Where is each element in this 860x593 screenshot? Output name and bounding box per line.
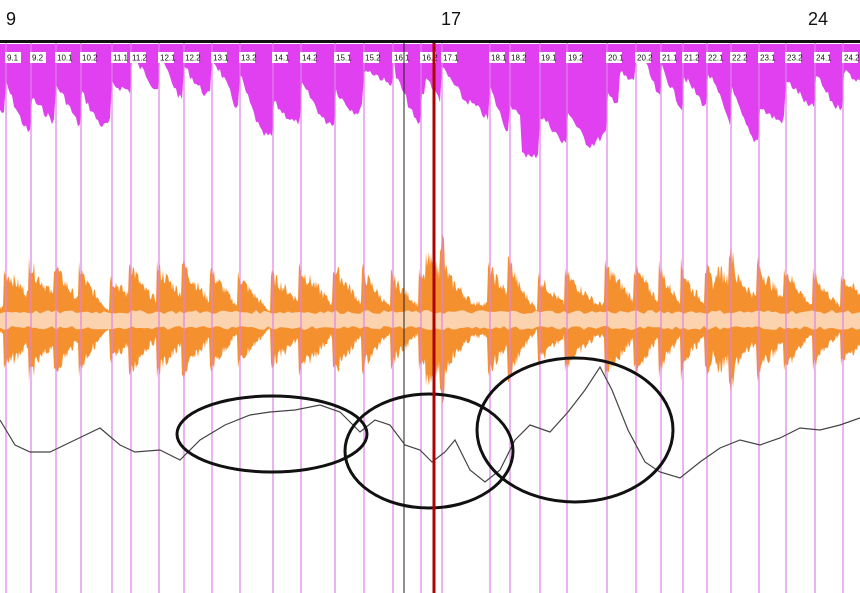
marker-label: 16.2 — [422, 54, 438, 63]
marker-label: 22.2 — [732, 54, 748, 63]
marker-label-bg — [334, 52, 350, 63]
marker-label: 24.1 — [816, 54, 832, 63]
bar-number-9: 9 — [6, 9, 17, 29]
marker-label-bg — [730, 52, 746, 63]
marker-label-bg — [660, 52, 676, 63]
marker-label: 15.1 — [336, 54, 352, 63]
highlight-ellipse — [343, 392, 515, 510]
marker-label: 21.1 — [662, 54, 678, 63]
marker-label: 15.2 — [365, 54, 381, 63]
marker-label-bg — [509, 52, 525, 63]
marker-label: 20.1 — [608, 54, 624, 63]
marker-label: 19.2 — [568, 54, 584, 63]
marker-label: 18.1 — [491, 54, 507, 63]
marker-label-bg — [785, 52, 801, 63]
marker-label: 13.1 — [213, 54, 229, 63]
highlight-ellipse — [475, 356, 675, 504]
marker-label-bg — [758, 52, 774, 63]
marker-label: 14.1 — [274, 54, 290, 63]
marker-label-bg — [111, 52, 127, 63]
marker-label: 13.2 — [241, 54, 257, 63]
marker-label-bg — [682, 52, 698, 63]
marker-label-bg — [80, 52, 96, 63]
marker-label-bg — [130, 52, 146, 63]
marker-label: 23.1 — [760, 54, 776, 63]
marker-label-bg — [30, 52, 46, 63]
marker-label: 24.2 — [844, 54, 860, 63]
marker-label: 21.2 — [684, 54, 700, 63]
marker-label-bg — [606, 52, 622, 63]
marker-label: 9.2 — [32, 54, 44, 63]
beat-markers: 9.1 9.2 10.1 10.2 11.1 11.2 12.1 12.2 13.1 13.2 14… — [5, 43, 860, 593]
marker-label: 10.2 — [82, 54, 98, 63]
marker-label-bg — [566, 52, 582, 63]
marker-label-bg — [441, 52, 457, 63]
marker-label: 11.1 — [113, 54, 129, 63]
waveform-core — [0, 310, 860, 330]
marker-label: 18.2 — [511, 54, 527, 63]
marker-label-bg — [272, 52, 288, 63]
marker-label-bg — [158, 52, 174, 63]
audio-waveform-track — [0, 233, 860, 405]
marker-label-bg — [239, 52, 255, 63]
marker-label: 20.2 — [637, 54, 653, 63]
marker-label: 12.1 — [160, 54, 176, 63]
highlight-annotations — [175, 356, 675, 510]
marker-label-bg — [635, 52, 651, 63]
marker-label-bg — [539, 52, 555, 63]
marker-label: 19.1 — [541, 54, 557, 63]
marker-label: 12.2 — [185, 54, 201, 63]
marker-label-bg — [5, 52, 21, 63]
marker-label-bg — [420, 52, 436, 63]
marker-label: 14.2 — [302, 54, 318, 63]
marker-label-bg — [392, 52, 408, 63]
marker-label: 11.2 — [132, 54, 148, 63]
marker-label-bg — [363, 52, 379, 63]
marker-label-bg — [489, 52, 505, 63]
marker-label: 10.1 — [57, 54, 73, 63]
highlight-ellipse — [175, 394, 369, 474]
marker-label: 23.2 — [787, 54, 803, 63]
marker-label: 16.1 — [394, 54, 410, 63]
tempo-curve-line — [0, 365, 860, 483]
marker-label-bg — [842, 52, 858, 63]
marker-label-bg — [211, 52, 227, 63]
marker-label: 22.1 — [708, 54, 724, 63]
marker-label: 9.1 — [7, 54, 19, 63]
marker-label: 17.1 — [443, 54, 459, 63]
bar-number-17: 17 — [441, 9, 462, 29]
marker-label-bg — [183, 52, 199, 63]
tempo-curve-track — [0, 365, 860, 483]
marker-label-bg — [814, 52, 830, 63]
bar-number-24: 24 — [808, 9, 829, 29]
marker-label-bg — [300, 52, 316, 63]
marker-label-bg — [55, 52, 71, 63]
marker-label-bg — [706, 52, 722, 63]
ruler-line — [0, 40, 860, 43]
